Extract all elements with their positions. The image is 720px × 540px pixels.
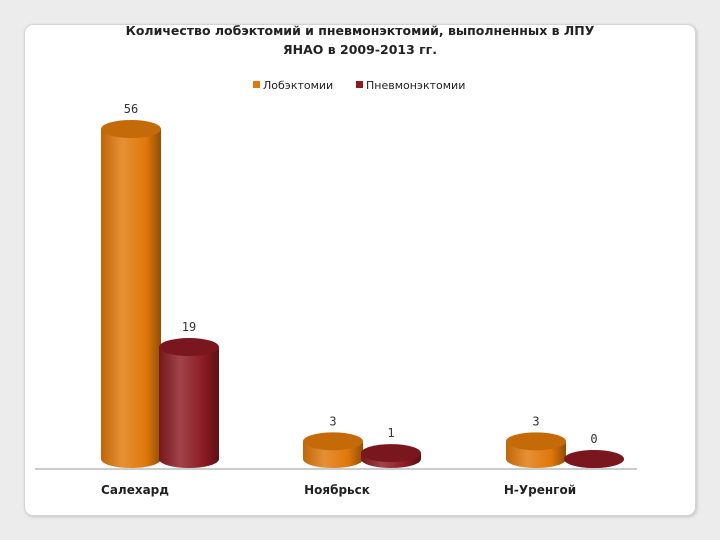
legend-swatch: [356, 81, 363, 88]
bar-Пневмонэктомии-Ноябрьск: [361, 444, 421, 468]
data-label: 1: [387, 426, 394, 440]
chart: Количество лобэктомий и пневмонэктомий, …: [35, 25, 637, 497]
data-label: 56: [124, 102, 138, 116]
category-label: Салехард: [101, 483, 169, 497]
chart-title-line: Количество лобэктомий и пневмонэктомий, …: [126, 25, 595, 38]
legend-label: Пневмонэктомии: [366, 79, 465, 92]
legend-swatch: [253, 81, 260, 88]
bar-top: [101, 120, 161, 138]
data-label: 3: [532, 414, 539, 428]
bar-top: [564, 450, 624, 468]
category-label: Ноябрьск: [304, 483, 370, 497]
chart-title-line: ЯНАО в 2009-2013 гг.: [283, 42, 437, 57]
data-label: 0: [590, 432, 597, 446]
legend-label: Лобэктомии: [263, 79, 333, 92]
data-label: 3: [329, 414, 336, 428]
bar-Лобэктомии-Салехард: [101, 120, 161, 468]
bar-Лобэктомии-Ноябрьск: [303, 432, 363, 468]
bar-top: [361, 444, 421, 463]
bar-body: [101, 129, 161, 468]
bar-Пневмонэктомии-Салехард: [159, 338, 219, 468]
bar-top: [159, 338, 219, 357]
chart-panel: Количество лобэктомий и пневмонэктомий, …: [24, 24, 696, 516]
bar-top: [506, 432, 566, 451]
data-label: 19: [182, 320, 196, 334]
bar-Пневмонэктомии-Н-Уренгой: [564, 450, 624, 468]
category-label: Н-Уренгой: [504, 483, 576, 497]
bar-top: [303, 432, 363, 451]
bar-body: [159, 347, 219, 468]
bar-Лобэктомии-Н-Уренгой: [506, 432, 566, 468]
